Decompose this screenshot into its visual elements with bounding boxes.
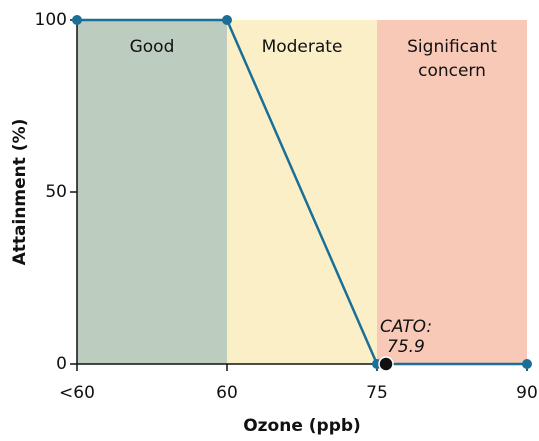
y-tick-label: 0 — [56, 354, 67, 374]
y-tick-label: 50 — [45, 182, 67, 202]
point — [72, 15, 82, 25]
x-tick-label: 60 — [216, 383, 238, 403]
highlight-point — [378, 356, 394, 372]
band — [377, 20, 527, 364]
highlight-label: CATO: — [380, 317, 432, 337]
band-label: Significant — [407, 37, 497, 57]
y-axis-title: Attainment (%) — [10, 119, 30, 266]
x-tick-label: <60 — [59, 383, 95, 403]
x-tick-label: 75 — [366, 383, 388, 403]
band-label: concern — [418, 61, 486, 81]
band-label: Good — [130, 37, 175, 57]
series-line — [77, 18, 527, 366]
x-axis-title: Ozone (ppb) — [243, 416, 361, 436]
y-tick-label: 100 — [35, 10, 67, 30]
band-label: Moderate — [262, 37, 343, 57]
band — [77, 20, 227, 364]
highlight-value: 75.9 — [387, 337, 425, 357]
point — [522, 359, 532, 369]
point — [222, 15, 232, 25]
x-tick-label: 90 — [516, 383, 538, 403]
